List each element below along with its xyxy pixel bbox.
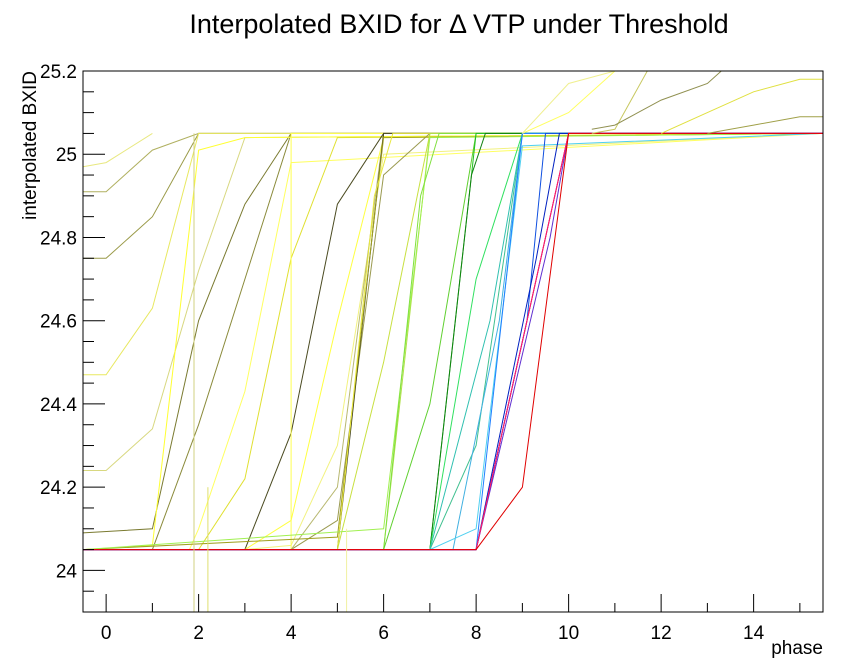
series-line-37: [83, 132, 823, 551]
x-tick-label: 14: [743, 623, 765, 644]
x-tick-label: 12: [651, 623, 672, 644]
y-tick-label: 25: [56, 145, 77, 166]
y-axis: 24 24.2 24.4 24.6 24.8 25 25.2: [40, 62, 105, 613]
series-layer: [82, 70, 824, 612]
x-tick-label: 6: [378, 623, 389, 644]
x-axis: 0 2 4 6 8 10 12 14: [101, 594, 801, 644]
y-tick-label: 24.6: [40, 312, 77, 333]
x-tick-label: 8: [471, 623, 482, 644]
y-tick-label: 24.8: [40, 228, 77, 249]
x-tick-label: 0: [101, 623, 112, 644]
series-line-44: [82, 132, 153, 168]
x-tick-label: 4: [286, 623, 297, 644]
y-axis-label: interpolated BXID: [20, 71, 41, 220]
y-tick-label: 24.2: [40, 478, 77, 499]
series-line-20: [82, 132, 824, 551]
y-tick-label: 24: [56, 561, 78, 582]
y-tick-label: 24.4: [40, 395, 77, 416]
series-line-43: [707, 116, 823, 134]
chart-title: Interpolated BXID for Δ VTP under Thresh…: [189, 9, 728, 39]
x-axis-label: phase: [771, 638, 823, 659]
x-tick-label: 2: [193, 623, 204, 644]
series-line-42: [660, 78, 823, 134]
x-tick-label: 10: [558, 623, 579, 644]
y-tick-label: 25.2: [40, 62, 77, 83]
